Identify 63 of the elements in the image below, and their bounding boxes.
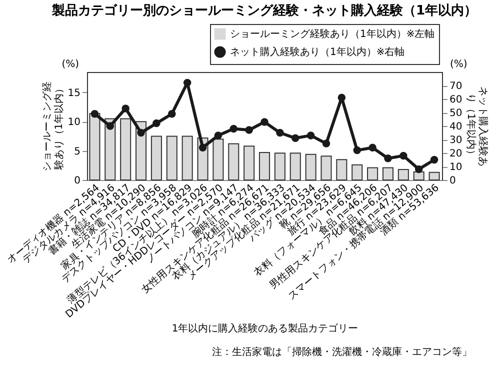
point (414, 165, 423, 174)
point (291, 134, 300, 142)
point (230, 124, 238, 133)
point (353, 146, 361, 154)
y2-tick-label: 20 (450, 148, 462, 160)
y2-tick-label: 10 (450, 162, 462, 173)
bar (274, 152, 286, 180)
bar (336, 159, 348, 180)
bar (413, 171, 424, 180)
text: (%) (450, 59, 468, 70)
bar (166, 136, 178, 180)
y-axis-title: ショールーミング経験あり（1年以内） (42, 82, 65, 172)
bar (244, 146, 255, 180)
bar (305, 154, 316, 180)
bar (352, 164, 363, 180)
y-tick-label: 10 (68, 117, 80, 128)
point (152, 119, 160, 128)
y2-tick-label: 0 (450, 176, 456, 186)
bar (228, 143, 240, 180)
point (322, 140, 330, 148)
point (384, 154, 392, 162)
point (90, 110, 99, 118)
y2-tick-label: 30 (450, 135, 462, 146)
point (368, 144, 376, 152)
point (214, 132, 222, 140)
bar (150, 136, 162, 180)
point (430, 156, 438, 164)
y2-tick-label: 60 (450, 94, 462, 106)
text: (%) (62, 59, 80, 70)
y-tick-label: 0 (74, 176, 80, 186)
bar (398, 168, 409, 180)
point (122, 104, 130, 112)
bar (382, 167, 394, 180)
y-tick-label: 15 (68, 88, 80, 99)
bar (212, 138, 224, 180)
bar (182, 136, 193, 180)
point (276, 128, 284, 137)
point (168, 110, 176, 118)
point (106, 122, 114, 130)
bar (320, 156, 332, 180)
point (183, 78, 192, 87)
legend-label: ショールーミング経験あり（1年以内）※左軸 (230, 28, 435, 40)
point (245, 126, 253, 134)
y2-tick-label: 40 (450, 122, 462, 132)
text: 注：生活家電は「掃除機・洗濯機・冷蔵庫・エアコン等」 (212, 346, 472, 358)
bar (258, 152, 270, 180)
point (260, 118, 268, 126)
y-tick-label: 5 (74, 146, 80, 158)
bar (367, 167, 378, 180)
point (137, 128, 145, 137)
bar (428, 172, 440, 180)
y2-tick-label: 50 (450, 108, 462, 119)
point (198, 144, 207, 152)
y2-axis-title: ネット購入経験あり（1年以内） (465, 86, 490, 166)
chart-title: 製品カテゴリー別のショールーミング経験・ネット購入経験（1年以内） (50, 2, 478, 18)
bar (120, 118, 132, 180)
x-axis-title: 1年以内に購入経験のある製品カテゴリー (172, 322, 358, 335)
bar (290, 152, 301, 180)
point (400, 152, 408, 160)
point (306, 132, 315, 140)
point (338, 94, 346, 102)
y2-tick-label: 70 (450, 81, 462, 92)
legend-label: ネット購入経験あり（1年以内）※右軸 (230, 46, 405, 58)
